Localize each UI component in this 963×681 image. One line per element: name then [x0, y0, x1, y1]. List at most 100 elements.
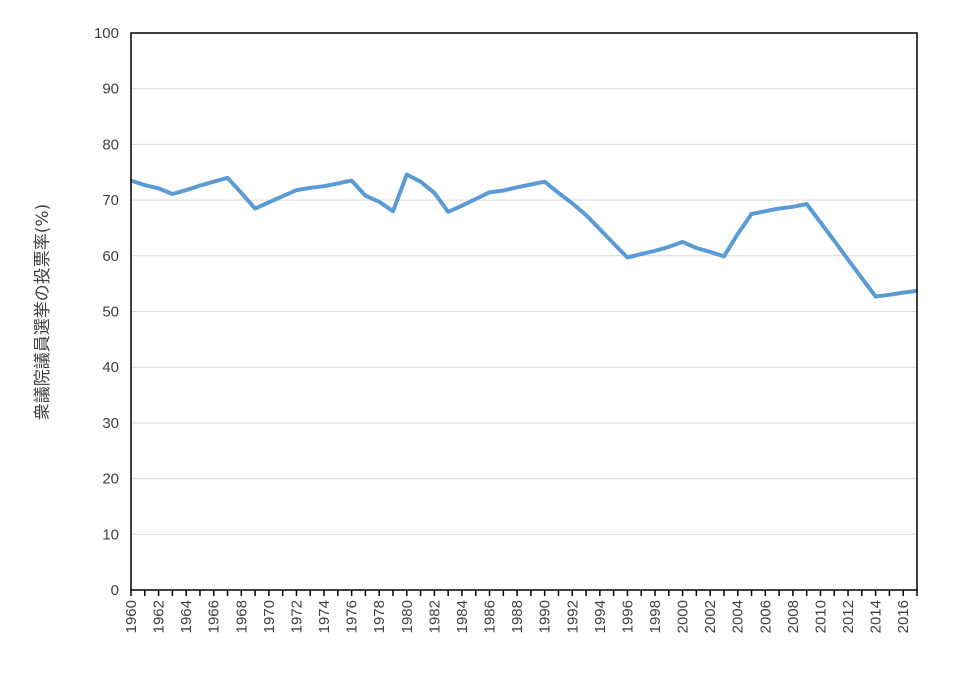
data-point [668, 246, 670, 248]
y-tick-label: 90 [102, 81, 119, 98]
y-tick-label: 60 [102, 248, 119, 265]
x-axis-ticks [130, 590, 918, 596]
data-point [902, 292, 904, 294]
x-tick-label: 2008 [785, 600, 802, 633]
data-point [723, 255, 725, 257]
data-point [737, 233, 739, 235]
x-tick-label: 2004 [730, 600, 747, 633]
data-point [751, 213, 753, 215]
x-tick-label: 2014 [868, 600, 885, 633]
x-tick-label: 1994 [592, 600, 609, 633]
data-point [433, 192, 435, 194]
x-tick-label: 1970 [261, 600, 278, 633]
data-point [557, 192, 559, 194]
data-point [819, 221, 821, 223]
y-tick-label: 10 [102, 526, 119, 543]
data-point [516, 186, 518, 188]
data-point [847, 259, 849, 261]
data-point [861, 277, 863, 279]
series-layer [130, 172, 918, 299]
data-point [213, 181, 215, 183]
x-tick-label: 2010 [812, 600, 829, 633]
plot-area-border [130, 32, 918, 591]
y-tick-label: 30 [102, 415, 119, 432]
data-point [640, 253, 642, 255]
data-point [599, 228, 601, 230]
data-point [792, 206, 794, 208]
data-point [268, 201, 270, 203]
x-tick-label: 1962 [151, 600, 168, 633]
data-point [778, 207, 780, 209]
data-point [406, 173, 408, 175]
x-tick-label: 2012 [840, 600, 857, 633]
data-point [199, 185, 201, 187]
y-tick-label: 0 [111, 582, 119, 599]
data-point [392, 210, 394, 212]
data-point [806, 203, 808, 205]
x-tick-label: 1982 [426, 600, 443, 633]
x-tick-label: 1964 [178, 600, 195, 633]
x-tick-label: 1998 [647, 600, 664, 633]
x-tick-label: 1972 [288, 600, 305, 633]
data-point [364, 195, 366, 197]
gridlines [131, 88, 917, 535]
x-tick-label: 1974 [316, 600, 333, 633]
data-point [530, 184, 532, 186]
data-point [158, 187, 160, 189]
data-point [171, 193, 173, 195]
data-point [502, 190, 504, 192]
x-tick-label: 2006 [757, 600, 774, 633]
x-tick-label: 2016 [895, 600, 912, 633]
data-point [323, 185, 325, 187]
y-tick-label: 40 [102, 359, 119, 376]
x-tick-label: 1984 [454, 600, 471, 633]
data-point [489, 191, 491, 193]
data-point [254, 207, 256, 209]
data-point [544, 181, 546, 183]
x-tick-label: 1980 [399, 600, 416, 633]
data-point [420, 181, 422, 183]
x-tick-label: 1960 [123, 600, 140, 633]
y-axis-tick-labels: 0 10 20 30 40 50 60 70 80 90 100 [94, 25, 119, 599]
data-point [185, 189, 187, 191]
data-point [875, 295, 877, 297]
data-point [447, 211, 449, 213]
x-axis-tick-labels: 1960 1962 1964 1966 1968 1970 1972 1974 1976 1978… [123, 600, 912, 633]
data-point [144, 184, 146, 186]
series-line [130, 172, 918, 299]
data-point [654, 250, 656, 252]
x-tick-label: 2000 [675, 600, 692, 633]
data-point [240, 192, 242, 194]
y-tick-label: 80 [102, 136, 119, 153]
y-tick-label: 70 [102, 192, 119, 209]
data-point [833, 240, 835, 242]
x-tick-label: 1990 [537, 600, 554, 633]
data-point [613, 243, 615, 245]
data-point [461, 205, 463, 207]
data-point [351, 180, 353, 182]
data-point [378, 201, 380, 203]
x-tick-label: 1996 [619, 600, 636, 633]
x-tick-label: 1966 [206, 600, 223, 633]
data-point [585, 214, 587, 216]
data-point [888, 294, 890, 296]
data-point [571, 202, 573, 204]
data-point [227, 177, 229, 179]
data-point [626, 256, 628, 258]
x-tick-label: 1986 [482, 600, 499, 633]
data-point [764, 210, 766, 212]
data-point [295, 189, 297, 191]
data-point [282, 195, 284, 197]
data-point [475, 198, 477, 200]
data-point [337, 182, 339, 184]
data-point [695, 247, 697, 249]
data-point [709, 251, 711, 253]
data-point [309, 187, 311, 189]
x-tick-label: 2002 [702, 600, 719, 633]
y-tick-label: 100 [94, 25, 119, 42]
x-tick-label: 1976 [344, 600, 361, 633]
x-tick-label: 1992 [564, 600, 581, 633]
x-tick-label: 1968 [233, 600, 250, 633]
